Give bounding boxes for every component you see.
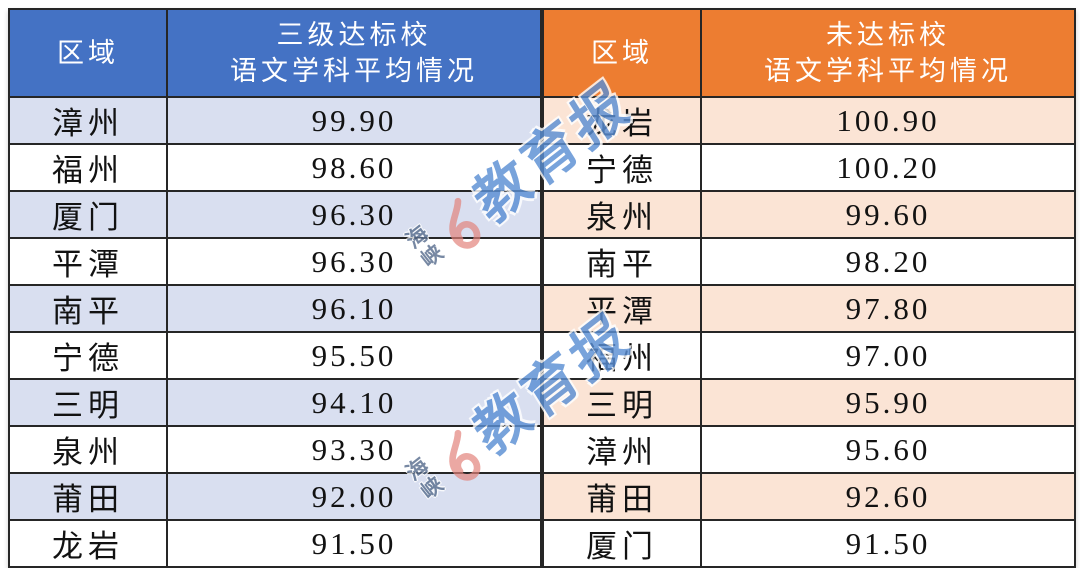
value-cell: 97.80	[700, 284, 1076, 333]
region-cell: 漳州	[8, 96, 168, 145]
metric-header-line1: 三级达标校	[276, 19, 432, 50]
value-cell: 98.20	[700, 237, 1076, 286]
value-cell: 92.60	[700, 472, 1076, 521]
table-row: 龙岩 100.90	[542, 96, 1076, 145]
not-reached-standard-table-body: 龙岩 100.90 宁德 100.20 泉州 99.60 南平 98.20 平潭 97.80 福州 9…	[542, 96, 1076, 568]
table-row: 厦门 96.30	[8, 190, 542, 239]
region-column-header: 区域	[8, 8, 168, 98]
region-cell: 龙岩	[8, 519, 168, 568]
value-cell: 98.60	[166, 143, 542, 192]
reached-standard-table-body: 漳州 99.90 福州 98.60 厦门 96.30 平潭 96.30 南平 96.10 宁德 95.…	[8, 96, 542, 568]
region-cell: 南平	[8, 284, 168, 333]
table-row: 福州 98.60	[8, 143, 542, 192]
not-reached-standard-table: 区域 未达标校 语文学科平均情况 龙岩 100.90 宁德 100.20 泉州 99.60…	[542, 8, 1076, 568]
region-cell: 龙岩	[542, 96, 702, 145]
value-cell: 97.00	[700, 331, 1076, 380]
score-tables-graphic: 区域 三级达标校 语文学科平均情况 漳州 99.90 福州 98.60 厦门 96.30 平…	[8, 8, 1076, 568]
reached-standard-table: 区域 三级达标校 语文学科平均情况 漳州 99.90 福州 98.60 厦门 96.30 平…	[8, 8, 542, 568]
reached-metric-column-header: 三级达标校 语文学科平均情况	[166, 8, 542, 98]
region-cell: 漳州	[542, 425, 702, 474]
table-row: 平潭 96.30	[8, 237, 542, 286]
value-cell: 93.30	[166, 425, 542, 474]
region-cell: 平潭	[8, 237, 168, 286]
table-row: 泉州 93.30	[8, 425, 542, 474]
not-reached-standard-table-header: 区域 未达标校 语文学科平均情况	[542, 8, 1076, 98]
table-row: 南平 96.10	[8, 284, 542, 333]
region-cell: 莆田	[8, 472, 168, 521]
region-cell: 泉州	[8, 425, 168, 474]
table-row: 龙岩 91.50	[8, 519, 542, 568]
value-cell: 99.60	[700, 190, 1076, 239]
metric-header-line2: 语文学科平均情况	[230, 56, 478, 86]
table-row: 宁德 95.50	[8, 331, 542, 380]
table-row: 莆田 92.00	[8, 472, 542, 521]
region-cell: 福州	[542, 331, 702, 380]
region-cell: 厦门	[542, 519, 702, 568]
value-cell: 95.90	[700, 378, 1076, 427]
table-row: 福州 97.00	[542, 331, 1076, 380]
region-cell: 宁德	[542, 143, 702, 192]
table-row: 漳州 99.90	[8, 96, 542, 145]
table-row: 南平 98.20	[542, 237, 1076, 286]
value-cell: 95.50	[166, 331, 542, 380]
region-cell: 宁德	[8, 331, 168, 380]
value-cell: 91.50	[166, 519, 542, 568]
value-cell: 99.90	[166, 96, 542, 145]
value-cell: 100.20	[700, 143, 1076, 192]
not-reached-metric-column-header: 未达标校 语文学科平均情况	[700, 8, 1076, 98]
metric-header-line1: 未达标校	[826, 19, 950, 50]
table-row: 莆田 92.60	[542, 472, 1076, 521]
value-cell: 100.90	[700, 96, 1076, 145]
value-cell: 94.10	[166, 378, 542, 427]
region-cell: 三明	[8, 378, 168, 427]
value-cell: 91.50	[700, 519, 1076, 568]
value-cell: 92.00	[166, 472, 542, 521]
table-row: 泉州 99.60	[542, 190, 1076, 239]
value-cell: 95.60	[700, 425, 1076, 474]
value-cell: 96.30	[166, 190, 542, 239]
value-cell: 96.30	[166, 237, 542, 286]
header-row: 区域 三级达标校 语文学科平均情况	[8, 8, 542, 98]
table-row: 厦门 91.50	[542, 519, 1076, 568]
value-cell: 96.10	[166, 284, 542, 333]
region-column-header: 区域	[542, 8, 702, 98]
table-row: 三明 94.10	[8, 378, 542, 427]
header-row: 区域 未达标校 语文学科平均情况	[542, 8, 1076, 98]
table-row: 漳州 95.60	[542, 425, 1076, 474]
table-row: 平潭 97.80	[542, 284, 1076, 333]
metric-header-line2: 语文学科平均情况	[764, 56, 1012, 86]
table-row: 宁德 100.20	[542, 143, 1076, 192]
reached-standard-table-header: 区域 三级达标校 语文学科平均情况	[8, 8, 542, 98]
region-cell: 福州	[8, 143, 168, 192]
region-cell: 泉州	[542, 190, 702, 239]
region-cell: 厦门	[8, 190, 168, 239]
region-cell: 三明	[542, 378, 702, 427]
region-cell: 南平	[542, 237, 702, 286]
table-row: 三明 95.90	[542, 378, 1076, 427]
region-cell: 平潭	[542, 284, 702, 333]
region-cell: 莆田	[542, 472, 702, 521]
